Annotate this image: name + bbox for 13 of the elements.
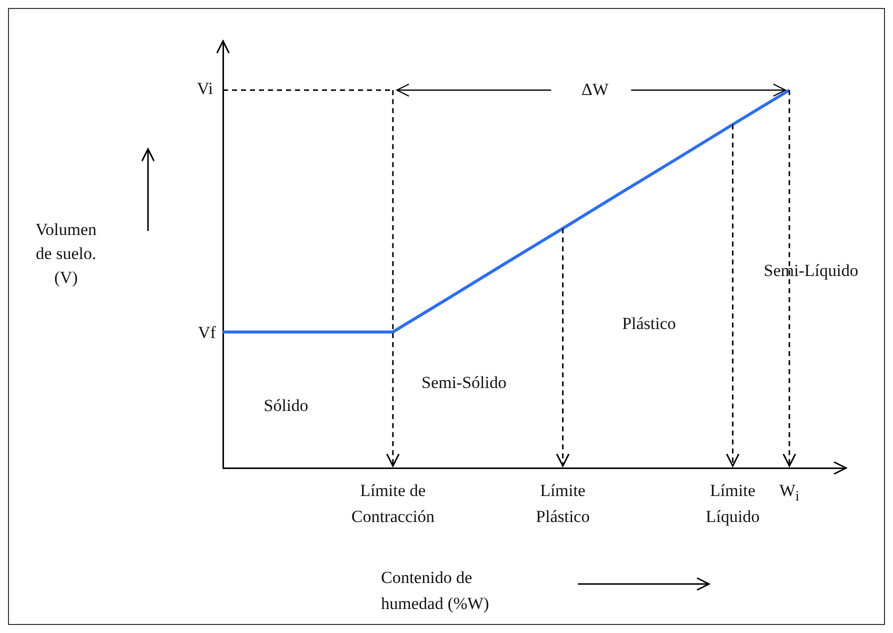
text: Volumen de suelo. (V)	[34, 219, 98, 289]
x-tick-label: Límite de Contracción	[350, 480, 436, 528]
x-tick-label: Límite Líquido	[704, 480, 761, 528]
annotation: Semi-Líquido	[764, 261, 858, 281]
x-tick-label: W$_{i}$	[779, 481, 800, 504]
x-axis-title: Contenido de humedad (%W)	[381, 567, 490, 615]
annotation: ΔW	[582, 80, 608, 100]
annotation: Sólido	[264, 396, 308, 416]
annotation: Plástico	[622, 314, 676, 334]
annotation: Semi-Sólido	[421, 373, 507, 393]
text: Vf	[198, 323, 216, 343]
x-tick-label: Límite Plástico	[534, 480, 591, 528]
ref-line-label: Vi	[197, 79, 213, 100]
